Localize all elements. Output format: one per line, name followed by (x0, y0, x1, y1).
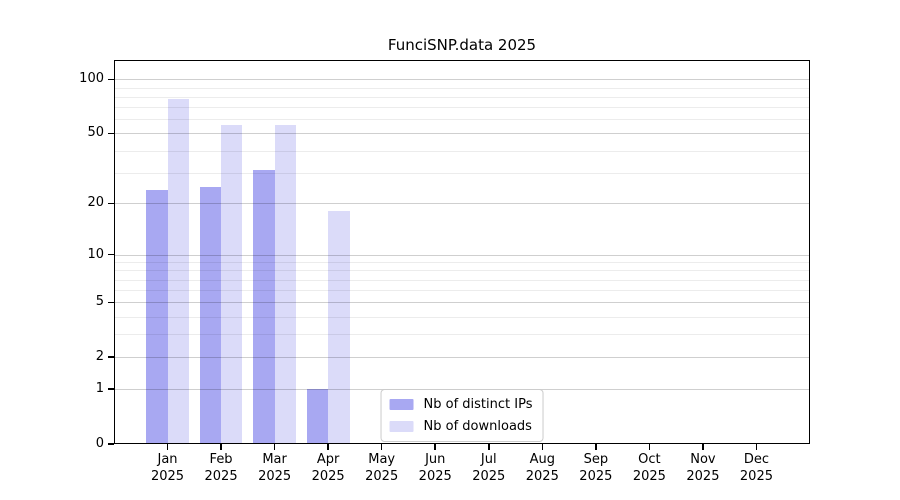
x-tick-label: Aug 2025 (510, 451, 574, 485)
y-tick-mark (107, 443, 114, 445)
y-tick-mark (107, 202, 114, 205)
chart-title: FunciSNP.data 2025 (387, 36, 537, 54)
x-tick-label: Feb 2025 (189, 451, 253, 485)
x-tick-month: Sep (583, 452, 609, 467)
x-tick-label: Nov 2025 (671, 451, 735, 485)
x-tick-month: May (368, 452, 396, 467)
x-tick-year: 2025 (525, 469, 559, 484)
plot-frame (114, 60, 810, 444)
y-tick-mark (107, 253, 114, 256)
x-tick-year: 2025 (365, 469, 399, 484)
legend-swatch-distinct-ips (389, 399, 414, 410)
x-tick-mark (595, 444, 597, 450)
y-tick-label: 2 (95, 349, 104, 365)
y-tick-label: 50 (87, 125, 104, 141)
x-tick-label: Jul 2025 (457, 451, 521, 485)
x-tick-label: Apr 2025 (296, 451, 360, 485)
x-tick-mark (702, 444, 704, 450)
x-tick-year: 2025 (739, 469, 773, 484)
x-tick-year: 2025 (632, 469, 666, 484)
x-tick-label: Dec 2025 (724, 451, 788, 485)
legend-row-downloads: Nb of downloads (389, 418, 533, 435)
y-tick-mark (107, 388, 114, 390)
legend-label-downloads: Nb of downloads (423, 419, 532, 434)
y-tick-mark (107, 356, 114, 358)
x-tick-mark (380, 444, 383, 450)
y-tick-label: 0 (95, 436, 104, 451)
y-tick-label: 20 (87, 195, 104, 211)
x-tick-month: Jan (157, 452, 178, 467)
legend: Nb of distinct IPs Nb of downloads (380, 389, 544, 442)
x-tick-mark (327, 444, 329, 450)
x-tick-mark (488, 444, 490, 450)
x-tick-mark (648, 444, 651, 450)
x-tick-mark (220, 444, 222, 450)
x-tick-year: 2025 (150, 469, 185, 484)
x-tick-mark (273, 444, 276, 450)
legend-swatch-downloads (389, 421, 414, 432)
y-tick-mark (107, 78, 114, 81)
y-tick-label: 5 (95, 294, 104, 310)
x-tick-label: Sep 2025 (564, 451, 628, 485)
x-tick-month: Feb (209, 452, 233, 467)
x-tick-label: May 2025 (350, 451, 414, 485)
x-tick-label: Jun 2025 (403, 451, 467, 485)
x-tick-month: Jul (480, 452, 497, 467)
x-tick-label: Jan 2025 (136, 451, 200, 485)
x-tick-label: Mar 2025 (243, 451, 307, 485)
x-tick-year: 2025 (204, 469, 238, 484)
x-tick-label: Oct 2025 (617, 451, 681, 485)
x-tick-month: Mar (262, 452, 287, 467)
x-tick-mark (541, 444, 544, 450)
x-tick-month: Dec (743, 452, 770, 467)
y-tick-label: 100 (79, 71, 104, 87)
x-tick-month: Apr (316, 452, 340, 467)
x-tick-year: 2025 (686, 469, 720, 484)
x-tick-mark (755, 444, 758, 450)
x-tick-month: Jun (425, 452, 446, 467)
x-tick-year: 2025 (579, 469, 613, 484)
y-tick-label: 10 (87, 246, 104, 262)
x-tick-month: Nov (690, 452, 716, 467)
x-tick-year: 2025 (258, 469, 292, 484)
y-tick-mark (107, 132, 114, 135)
legend-row-distinct-ips: Nb of distinct IPs (389, 396, 533, 413)
legend-label-distinct-ips: Nb of distinct IPs (423, 397, 533, 412)
y-tick-mark (107, 301, 114, 304)
x-tick-year: 2025 (472, 469, 506, 484)
x-tick-year: 2025 (418, 469, 452, 484)
x-tick-month: Aug (529, 452, 555, 467)
x-tick-month: Oct (638, 452, 661, 467)
x-tick-year: 2025 (311, 469, 345, 484)
x-tick-mark (166, 444, 169, 450)
y-tick-label: 1 (95, 381, 104, 397)
x-tick-mark (434, 444, 436, 450)
